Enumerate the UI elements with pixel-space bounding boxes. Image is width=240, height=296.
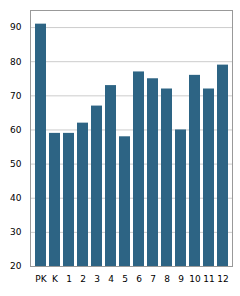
svg-text:50: 50 xyxy=(10,159,22,169)
svg-text:12: 12 xyxy=(217,274,228,284)
svg-text:1: 1 xyxy=(66,274,72,284)
svg-text:5: 5 xyxy=(122,274,128,284)
svg-text:11: 11 xyxy=(203,274,214,284)
svg-text:6: 6 xyxy=(136,274,142,284)
svg-text:4: 4 xyxy=(108,274,114,284)
svg-text:60: 60 xyxy=(10,125,22,135)
svg-text:20: 20 xyxy=(10,261,22,271)
svg-text:10: 10 xyxy=(189,274,201,284)
svg-text:40: 40 xyxy=(10,193,22,203)
svg-text:8: 8 xyxy=(164,274,170,284)
svg-text:2: 2 xyxy=(80,274,86,284)
svg-text:90: 90 xyxy=(10,22,22,32)
svg-text:70: 70 xyxy=(10,91,22,101)
svg-text:80: 80 xyxy=(10,57,22,67)
svg-text:7: 7 xyxy=(150,274,156,284)
svg-text:30: 30 xyxy=(10,227,22,237)
svg-text:3: 3 xyxy=(94,274,100,284)
svg-text:K: K xyxy=(52,274,59,284)
svg-text:9: 9 xyxy=(178,274,184,284)
svg-text:PK: PK xyxy=(35,274,47,284)
